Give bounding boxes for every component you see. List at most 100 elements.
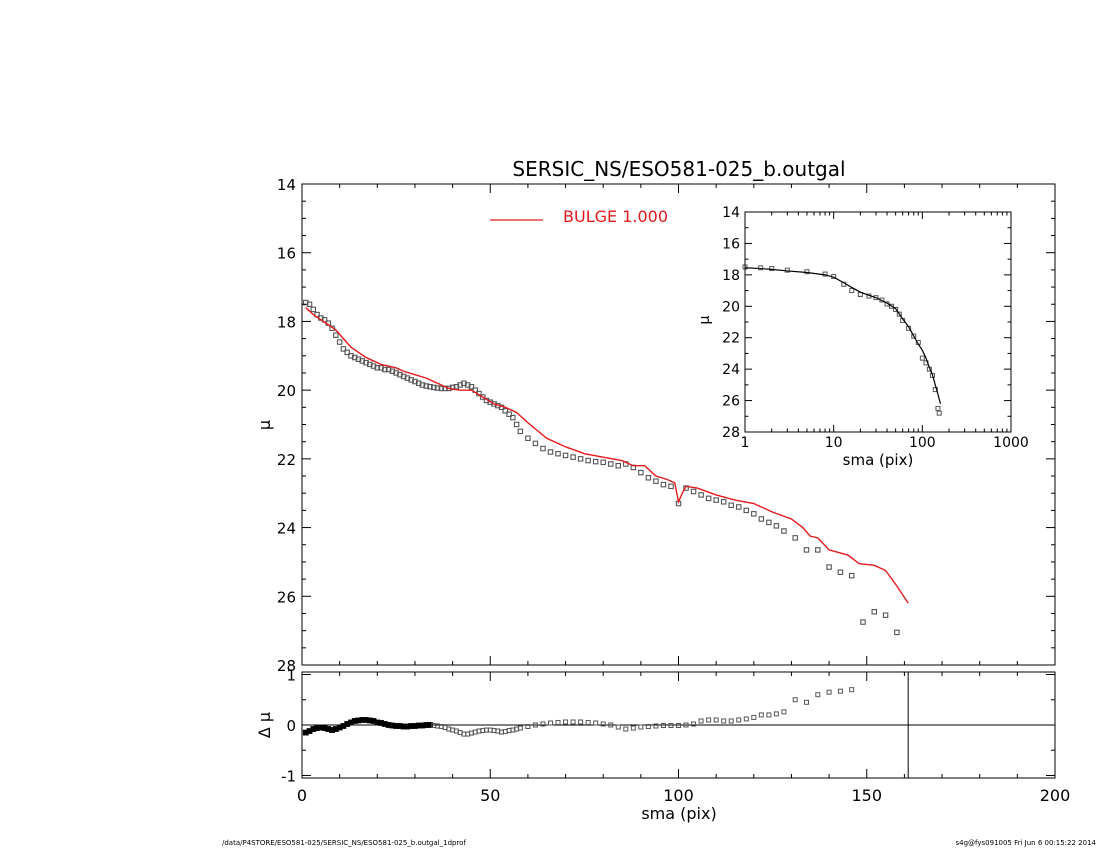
residual-point: [653, 723, 659, 729]
inset-data-point: [932, 387, 938, 393]
inset-data-point: [873, 295, 879, 301]
inset-axis-ticks: 1 10 100 1000 14 16 18 20 22 24 26 28: [722, 205, 1029, 451]
data-point: [577, 456, 584, 462]
inset-data-point: [804, 269, 810, 275]
residual-x-tick-label: 50: [480, 786, 500, 805]
inset-data-point: [919, 355, 925, 361]
residual-point: [815, 692, 821, 698]
data-point: [743, 507, 750, 514]
y-tick-label: 26: [277, 588, 296, 606]
data-point: [781, 528, 787, 534]
inset-background: [745, 212, 1011, 432]
residual-y-tick-label: 1: [286, 667, 296, 685]
inset-data-point: [911, 333, 917, 339]
residual-y-tick-label: -1: [281, 767, 296, 785]
residual-point: [645, 724, 651, 730]
data-point: [720, 499, 727, 505]
data-point: [310, 306, 317, 313]
inset-x-tick-label: 1000: [993, 435, 1029, 451]
main-y-axis-label: μ: [255, 420, 274, 430]
inset-y-tick-label: 14: [722, 205, 740, 221]
residual-point: [532, 722, 538, 728]
data-point: [306, 301, 313, 307]
residual-axis-ticks: 0 50 100 150 200-101: [281, 667, 1070, 805]
data-point: [382, 366, 388, 373]
data-point: [645, 475, 652, 481]
data-point: [525, 435, 531, 441]
data-point: [431, 384, 437, 391]
data-point: [374, 365, 381, 371]
data-point: [705, 495, 712, 502]
data-point: [555, 450, 561, 457]
inset-data-point: [935, 405, 941, 411]
data-point: [615, 462, 622, 469]
data-point: [336, 339, 343, 345]
main-data-layer: [303, 299, 909, 636]
y-tick-label: 22: [277, 451, 296, 469]
residual-point: [781, 709, 787, 715]
data-point: [532, 440, 539, 447]
residual-point: [766, 712, 772, 718]
data-point: [882, 612, 889, 618]
residual-plot: 0 50 100 150 200-101 sma (pix) Δ μ: [255, 667, 1070, 823]
inset-model-line: [744, 267, 942, 404]
inset-x-axis-label: sma (pix): [843, 451, 914, 469]
y-tick-label: 18: [277, 313, 296, 331]
inset-data-point: [896, 311, 902, 317]
data-point: [585, 457, 591, 464]
residual-point: [683, 722, 689, 728]
residual-x-tick-label: 150: [851, 786, 882, 805]
residual-point: [826, 689, 832, 695]
data-point: [607, 461, 614, 467]
y-tick-label: 14: [277, 176, 296, 194]
main-profile-plot: 14 16 18 20 22 24 26 28 μ BULGE 1.000: [255, 176, 1056, 675]
footer-file-path: /data/P4STORE/ESO581-025/SERSIC_NS/ESO58…: [222, 839, 466, 847]
residual-point: [698, 718, 704, 724]
inset-data-point: [889, 303, 895, 309]
bulge-model-line: [305, 307, 909, 604]
data-point: [735, 504, 742, 510]
data-point: [653, 478, 659, 484]
residual-point: [792, 697, 798, 703]
residual-point: [713, 717, 719, 723]
residual-point: [517, 725, 523, 731]
data-point: [758, 516, 765, 522]
data-point: [434, 385, 441, 391]
inset-x-tick-label: 10: [825, 435, 843, 451]
residual-point: [540, 721, 546, 727]
data-point: [506, 411, 512, 417]
residual-point: [691, 721, 697, 727]
residual-point: [630, 725, 636, 731]
data-point: [468, 383, 475, 390]
data-point: [848, 572, 855, 579]
data-point: [803, 547, 810, 553]
residual-point: [736, 717, 742, 723]
y-tick-label: 16: [277, 245, 296, 263]
inset-data-point: [893, 306, 899, 312]
data-point: [344, 349, 350, 356]
data-point: [815, 547, 821, 553]
data-point: [713, 497, 719, 503]
data-point: [668, 483, 674, 490]
residual-point: [728, 718, 734, 724]
data-point: [540, 445, 546, 452]
residual-point: [547, 720, 553, 726]
legend: BULGE 1.000: [490, 207, 668, 226]
data-point: [419, 382, 426, 388]
data-point: [562, 452, 569, 459]
residual-point: [600, 721, 606, 727]
y-tick-label: 24: [277, 520, 296, 538]
residual-x-tick-label: 200: [1040, 786, 1071, 805]
residual-point: [706, 717, 712, 723]
inset-y-tick-label: 22: [722, 331, 740, 347]
y-tick-label: 28: [277, 657, 296, 675]
inset-data-point: [758, 265, 764, 271]
inset-x-tick-label: 1: [741, 435, 750, 451]
data-point: [600, 459, 606, 466]
legend-label-bulge: BULGE 1.000: [563, 207, 668, 226]
residual-point: [804, 699, 810, 705]
data-point: [547, 449, 554, 455]
data-point: [513, 421, 520, 428]
data-point: [728, 502, 734, 508]
